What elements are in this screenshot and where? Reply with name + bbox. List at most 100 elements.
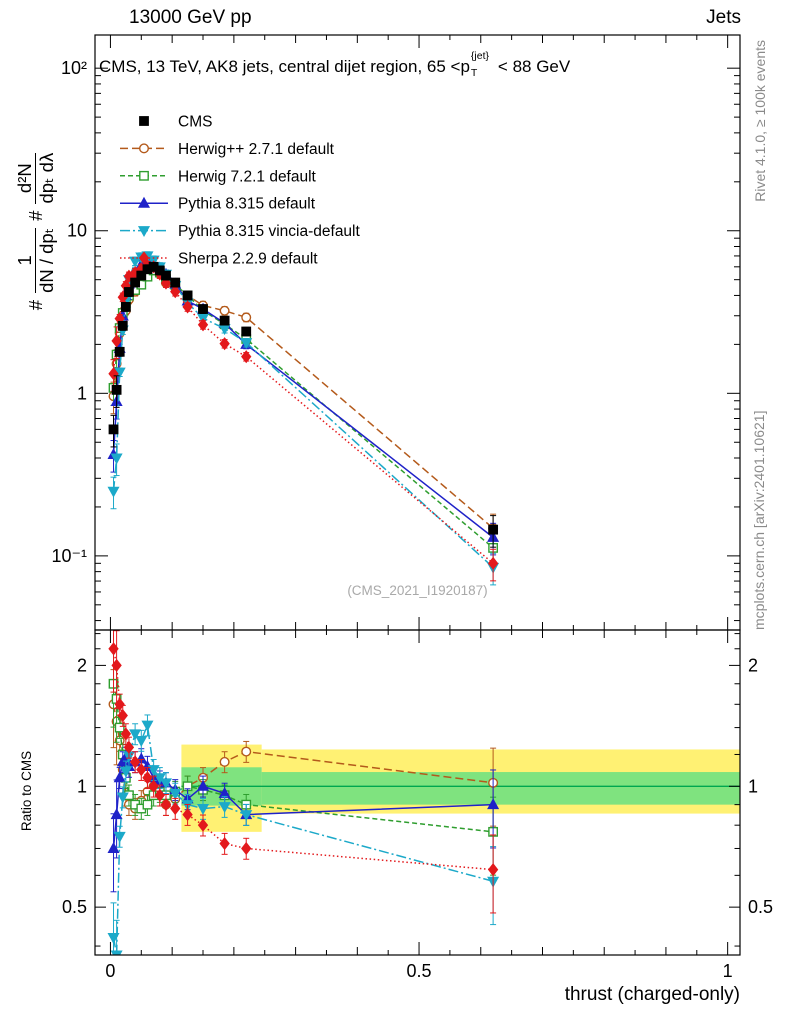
mcplots-reference-note: mcplots.cern.ch [arXiv:2401.10621] xyxy=(751,410,767,630)
plot-frame xyxy=(94,34,741,956)
marker-square xyxy=(161,270,171,281)
marker-diamond xyxy=(487,863,499,877)
marker-square xyxy=(136,270,147,281)
series-sherpa-main xyxy=(108,259,499,582)
marker-square xyxy=(114,346,125,357)
marker-diamond xyxy=(114,697,125,711)
marker-diamond xyxy=(182,300,193,314)
plot-title-post: < 88 GeV xyxy=(497,57,571,76)
marker-diamond xyxy=(241,841,252,856)
axis-ticks xyxy=(95,35,740,955)
x-tick-label: 0.5 xyxy=(407,961,432,981)
marker-square xyxy=(130,277,141,288)
legend-label: Sherpa 2.2.9 default xyxy=(178,251,318,268)
marker-diamond xyxy=(136,763,147,777)
analysis-id-watermark: (CMS_2021_I1920187) xyxy=(347,583,488,598)
marker-triangle-down xyxy=(218,324,231,336)
marker-square xyxy=(198,304,208,314)
series-line xyxy=(112,260,494,538)
marker-triangle-down xyxy=(135,736,148,747)
marker-square xyxy=(154,265,165,276)
ylabel-hash-1: # xyxy=(24,299,46,311)
ylabel-hash-2: # xyxy=(24,210,46,221)
ylabel-frac2-den: dpₜ dλ xyxy=(36,152,58,204)
marker-diamond xyxy=(142,771,153,785)
marker-circle xyxy=(219,305,230,316)
marker-square xyxy=(114,722,125,733)
y-tick-label-main: 1 xyxy=(77,383,87,403)
x-tick-label: 1 xyxy=(723,961,733,981)
marker-triangle-down xyxy=(119,766,132,778)
legend-label: CMS xyxy=(178,114,212,131)
ylabel-fraction-2: d²N dpₜ dλ xyxy=(14,152,58,204)
y-tick-label-main: 10² xyxy=(61,58,87,78)
marker-diamond xyxy=(197,818,209,832)
y-tick-label-main: 10⁻¹ xyxy=(51,546,87,566)
marker-triangle-down xyxy=(196,804,210,816)
marker-diamond xyxy=(219,337,230,351)
marker-diamond xyxy=(197,318,209,332)
legend-label: Herwig++ 2.7.1 default xyxy=(178,141,335,158)
collision-energy-label: 13000 GeV pp xyxy=(129,7,252,28)
marker-diamond xyxy=(154,788,165,802)
series-line xyxy=(112,264,494,564)
marker-triangle-up xyxy=(107,842,120,853)
y-tick-label-ratio-right: 1 xyxy=(748,776,758,796)
series-herwigpp-main xyxy=(108,261,499,547)
series-sherpa-ratio xyxy=(108,630,499,914)
marker-diamond xyxy=(182,808,193,822)
marker-square xyxy=(108,424,119,435)
series-line xyxy=(112,255,494,568)
marker-triangle-down xyxy=(159,778,172,790)
legend: CMS Herwig++ 2.7.1 default Herwig 7.2.1 de… xyxy=(120,114,361,268)
y-tick-label-ratio-left: 2 xyxy=(77,655,87,675)
x-axis-label: thrust (charged-only) xyxy=(564,984,740,1005)
marker-square xyxy=(139,116,149,126)
pt-supsub: {jet} T xyxy=(470,50,498,79)
axis-tick-labels: 10² 10 1 10⁻¹ 2 2 1 1 0.5 0.5 0 0.5 1 xyxy=(51,58,773,981)
ylabel-frac1-den: dN / dpₜ xyxy=(36,227,58,293)
ratio-panel-frame xyxy=(94,629,741,956)
marker-diamond xyxy=(138,251,150,265)
marker-triangle-up xyxy=(113,771,126,783)
x-tick-label: 0 xyxy=(105,961,115,981)
marker-circle xyxy=(219,756,230,767)
series-vincia-main xyxy=(107,251,500,586)
marker-diamond xyxy=(241,350,252,364)
rivet-version-note: Rivet 4.1.0, ≥ 100k events xyxy=(752,40,768,202)
marker-triangle-up xyxy=(137,196,151,208)
marker-diamond xyxy=(111,658,122,672)
marker-square xyxy=(488,524,499,535)
marker-diamond xyxy=(148,779,159,793)
series-line xyxy=(112,269,494,549)
marker-square xyxy=(120,302,131,312)
marker-diamond xyxy=(219,836,230,851)
marker-diamond xyxy=(108,367,119,381)
marker-square xyxy=(170,277,181,288)
marker-square xyxy=(142,799,153,810)
marker-circle xyxy=(241,312,252,323)
marker-triangle-down xyxy=(129,729,142,741)
pt-subscript: T xyxy=(470,67,478,79)
ratio-y-axis-label: Ratio to CMS xyxy=(19,750,34,832)
marker-triangle-down xyxy=(240,338,253,350)
marker-circle xyxy=(138,143,149,154)
ylabel-fraction-1: 1 dN / dpₜ xyxy=(14,227,58,293)
marker-triangle-up xyxy=(196,779,210,791)
main-y-axis-label: #1 dN / dpₜ # d²N dpₜ dλ xyxy=(14,20,70,440)
y-tick-label-ratio-right: 0.5 xyxy=(748,897,773,917)
series-cms-main xyxy=(108,261,499,548)
marker-triangle-down xyxy=(240,810,253,822)
marker-diamond xyxy=(170,801,181,816)
marker-square xyxy=(139,170,149,181)
marker-diamond xyxy=(111,334,122,348)
marker-triangle-down xyxy=(147,765,160,777)
marker-triangle-down xyxy=(129,256,142,268)
marker-diamond xyxy=(487,556,499,570)
analysis-group-label: Jets xyxy=(706,7,741,28)
marker-triangle-down xyxy=(113,831,126,843)
plot-title-pre: CMS, 13 TeV, AK8 jets, central dijet reg… xyxy=(99,57,470,76)
marker-diamond xyxy=(160,798,172,812)
marker-square xyxy=(241,326,252,337)
